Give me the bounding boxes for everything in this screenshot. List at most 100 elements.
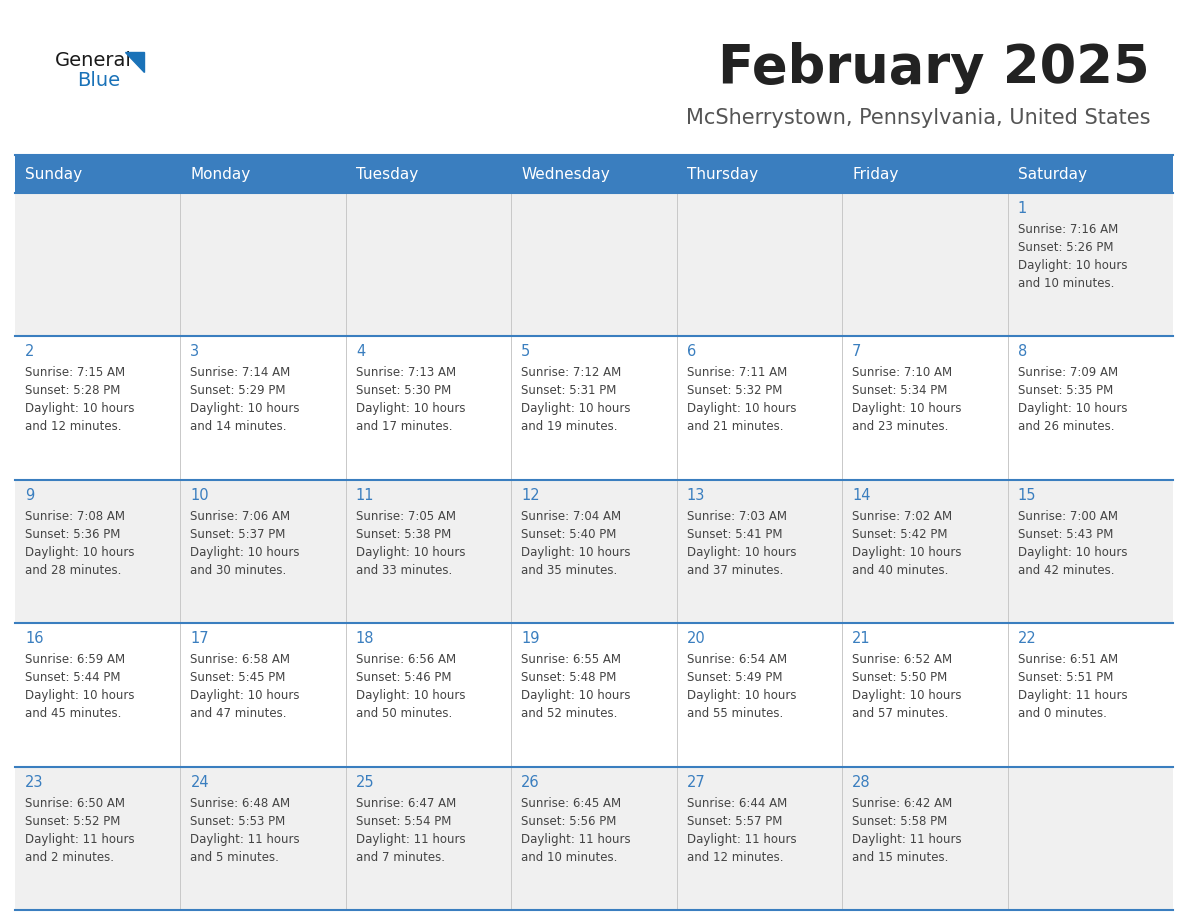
Text: Daylight: 10 hours: Daylight: 10 hours [1018, 546, 1127, 559]
Text: and 50 minutes.: and 50 minutes. [356, 707, 453, 721]
Text: 8: 8 [1018, 344, 1026, 360]
Text: Sunrise: 7:08 AM: Sunrise: 7:08 AM [25, 509, 125, 522]
Text: Sunrise: 7:03 AM: Sunrise: 7:03 AM [687, 509, 786, 522]
Bar [15, 155, 1173, 193]
Text: Sunset: 5:48 PM: Sunset: 5:48 PM [522, 671, 617, 684]
Text: Sunset: 5:49 PM: Sunset: 5:49 PM [687, 671, 782, 684]
Text: Sunrise: 7:06 AM: Sunrise: 7:06 AM [190, 509, 291, 522]
Text: Sunset: 5:29 PM: Sunset: 5:29 PM [190, 385, 286, 397]
Text: Sunrise: 7:04 AM: Sunrise: 7:04 AM [522, 509, 621, 522]
Text: Daylight: 10 hours: Daylight: 10 hours [522, 689, 631, 702]
Text: Daylight: 10 hours: Daylight: 10 hours [25, 689, 134, 702]
Text: Daylight: 10 hours: Daylight: 10 hours [852, 402, 961, 416]
Text: 20: 20 [687, 632, 706, 646]
Bar [15, 336, 1173, 480]
Text: 6: 6 [687, 344, 696, 360]
Text: 17: 17 [190, 632, 209, 646]
Text: and 7 minutes.: and 7 minutes. [356, 851, 444, 864]
Text: 27: 27 [687, 775, 706, 789]
Text: and 42 minutes.: and 42 minutes. [1018, 564, 1114, 577]
Text: Daylight: 10 hours: Daylight: 10 hours [852, 689, 961, 702]
Text: 22: 22 [1018, 632, 1036, 646]
Text: Sunrise: 6:45 AM: Sunrise: 6:45 AM [522, 797, 621, 810]
Text: and 28 minutes.: and 28 minutes. [25, 564, 121, 577]
Text: 10: 10 [190, 487, 209, 503]
Text: 7: 7 [852, 344, 861, 360]
Text: Sunset: 5:51 PM: Sunset: 5:51 PM [1018, 671, 1113, 684]
Text: 11: 11 [356, 487, 374, 503]
Text: and 35 minutes.: and 35 minutes. [522, 564, 618, 577]
Text: Sunset: 5:36 PM: Sunset: 5:36 PM [25, 528, 120, 541]
Text: Sunset: 5:44 PM: Sunset: 5:44 PM [25, 671, 120, 684]
Text: Sunset: 5:45 PM: Sunset: 5:45 PM [190, 671, 286, 684]
Bar [15, 193, 1173, 336]
Text: and 21 minutes.: and 21 minutes. [687, 420, 783, 433]
Text: Sunrise: 6:52 AM: Sunrise: 6:52 AM [852, 654, 953, 666]
Bar [15, 767, 1173, 910]
Bar [15, 623, 1173, 767]
Text: Sunrise: 7:11 AM: Sunrise: 7:11 AM [687, 366, 786, 379]
Text: Daylight: 10 hours: Daylight: 10 hours [190, 689, 299, 702]
Text: Sunset: 5:52 PM: Sunset: 5:52 PM [25, 814, 120, 828]
Text: 23: 23 [25, 775, 44, 789]
Text: and 12 minutes.: and 12 minutes. [25, 420, 121, 433]
Text: February 2025: February 2025 [719, 42, 1150, 94]
Text: and 19 minutes.: and 19 minutes. [522, 420, 618, 433]
Text: Daylight: 11 hours: Daylight: 11 hours [190, 833, 301, 845]
Text: Daylight: 10 hours: Daylight: 10 hours [356, 689, 466, 702]
Text: Daylight: 10 hours: Daylight: 10 hours [356, 546, 466, 559]
Text: Sunrise: 7:02 AM: Sunrise: 7:02 AM [852, 509, 953, 522]
Text: Daylight: 11 hours: Daylight: 11 hours [25, 833, 134, 845]
Text: and 33 minutes.: and 33 minutes. [356, 564, 453, 577]
Text: Daylight: 11 hours: Daylight: 11 hours [522, 833, 631, 845]
Text: Sunset: 5:34 PM: Sunset: 5:34 PM [852, 385, 948, 397]
Text: Sunset: 5:26 PM: Sunset: 5:26 PM [1018, 241, 1113, 254]
Text: and 12 minutes.: and 12 minutes. [687, 851, 783, 864]
Text: Daylight: 10 hours: Daylight: 10 hours [1018, 402, 1127, 416]
Text: Sunset: 5:40 PM: Sunset: 5:40 PM [522, 528, 617, 541]
Text: Sunrise: 6:56 AM: Sunrise: 6:56 AM [356, 654, 456, 666]
Text: Sunrise: 6:58 AM: Sunrise: 6:58 AM [190, 654, 290, 666]
Text: Daylight: 10 hours: Daylight: 10 hours [25, 546, 134, 559]
Text: and 23 minutes.: and 23 minutes. [852, 420, 948, 433]
Text: 16: 16 [25, 632, 44, 646]
Text: 25: 25 [356, 775, 374, 789]
Text: Sunrise: 6:59 AM: Sunrise: 6:59 AM [25, 654, 125, 666]
Text: Sunrise: 7:05 AM: Sunrise: 7:05 AM [356, 509, 456, 522]
Text: Daylight: 10 hours: Daylight: 10 hours [687, 546, 796, 559]
Text: and 15 minutes.: and 15 minutes. [852, 851, 948, 864]
Text: Daylight: 11 hours: Daylight: 11 hours [852, 833, 962, 845]
Text: Sunrise: 6:44 AM: Sunrise: 6:44 AM [687, 797, 786, 810]
Text: Sunset: 5:28 PM: Sunset: 5:28 PM [25, 385, 120, 397]
Text: and 55 minutes.: and 55 minutes. [687, 707, 783, 721]
Text: Sunrise: 6:42 AM: Sunrise: 6:42 AM [852, 797, 953, 810]
Text: Daylight: 10 hours: Daylight: 10 hours [190, 546, 299, 559]
Text: and 10 minutes.: and 10 minutes. [522, 851, 618, 864]
Text: 3: 3 [190, 344, 200, 360]
Text: Sunrise: 7:09 AM: Sunrise: 7:09 AM [1018, 366, 1118, 379]
Text: Sunrise: 6:51 AM: Sunrise: 6:51 AM [1018, 654, 1118, 666]
Text: 4: 4 [356, 344, 365, 360]
Text: Sunset: 5:54 PM: Sunset: 5:54 PM [356, 814, 451, 828]
Text: McSherrystown, Pennsylvania, United States: McSherrystown, Pennsylvania, United Stat… [685, 108, 1150, 128]
Text: Sunset: 5:57 PM: Sunset: 5:57 PM [687, 814, 782, 828]
Text: 5: 5 [522, 344, 531, 360]
Text: and 5 minutes.: and 5 minutes. [190, 851, 279, 864]
Text: Sunset: 5:38 PM: Sunset: 5:38 PM [356, 528, 451, 541]
Text: 12: 12 [522, 487, 539, 503]
Text: Sunrise: 7:00 AM: Sunrise: 7:00 AM [1018, 509, 1118, 522]
Text: Daylight: 10 hours: Daylight: 10 hours [522, 546, 631, 559]
Text: Sunrise: 6:50 AM: Sunrise: 6:50 AM [25, 797, 125, 810]
Text: Sunset: 5:31 PM: Sunset: 5:31 PM [522, 385, 617, 397]
Text: Sunset: 5:41 PM: Sunset: 5:41 PM [687, 528, 782, 541]
Text: Wednesday: Wednesday [522, 166, 609, 182]
Text: and 26 minutes.: and 26 minutes. [1018, 420, 1114, 433]
Text: and 30 minutes.: and 30 minutes. [190, 564, 286, 577]
Text: Sunset: 5:50 PM: Sunset: 5:50 PM [852, 671, 947, 684]
Text: Daylight: 11 hours: Daylight: 11 hours [687, 833, 796, 845]
Text: 9: 9 [25, 487, 34, 503]
Text: and 52 minutes.: and 52 minutes. [522, 707, 618, 721]
Text: Sunset: 5:35 PM: Sunset: 5:35 PM [1018, 385, 1113, 397]
Text: Tuesday: Tuesday [356, 166, 418, 182]
Text: and 45 minutes.: and 45 minutes. [25, 707, 121, 721]
